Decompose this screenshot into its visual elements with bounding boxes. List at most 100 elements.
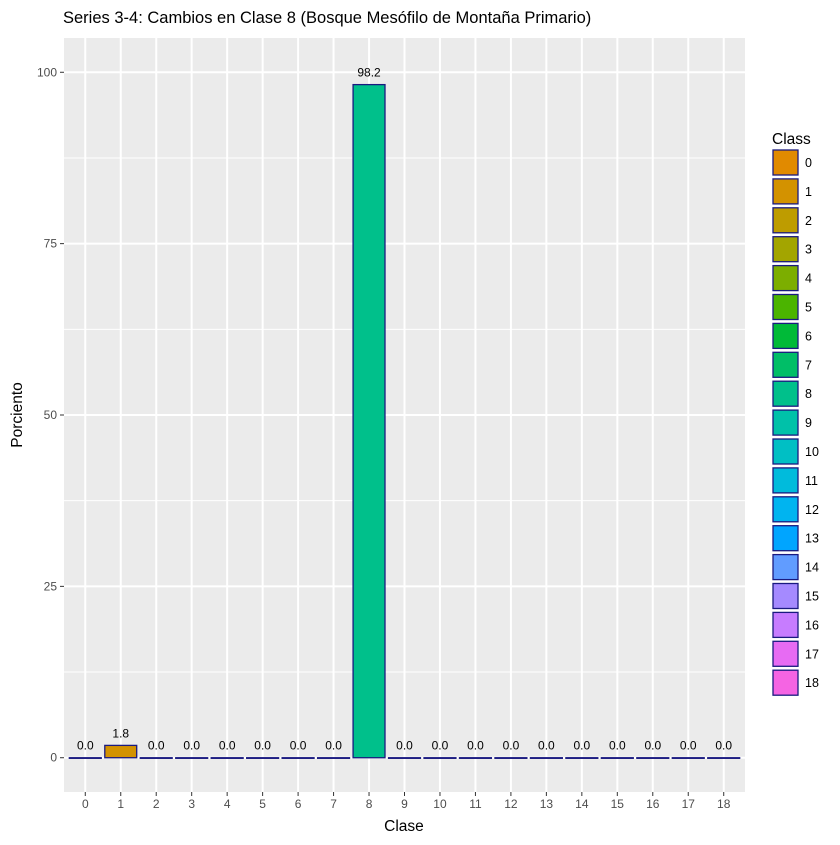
legend-label: 0 (805, 156, 812, 170)
x-tick-label: 8 (366, 797, 373, 811)
x-tick-label: 11 (469, 797, 482, 811)
data-label: 0.0 (715, 739, 732, 753)
data-label: 0.0 (77, 739, 94, 753)
data-label: 0.0 (219, 739, 236, 753)
data-labels: 0.0 1.8 0.0 0.0 0.0 0.0 0.0 0.0 98.2 0.0 0.0 0.0 0.0… (77, 66, 732, 753)
x-tick-label: 16 (646, 797, 660, 811)
bar-class-12 (494, 757, 528, 759)
x-tick-label: 6 (295, 797, 302, 811)
y-tick-label: 75 (44, 237, 58, 251)
legend-key-14 (772, 553, 799, 581)
legend-key-13 (772, 525, 799, 552)
x-tick-label: 5 (259, 797, 266, 811)
data-label: 0.0 (183, 739, 200, 753)
data-label: 1.8 (112, 726, 129, 740)
bar-class-16 (636, 757, 670, 759)
data-label: 0.0 (254, 739, 271, 753)
legend-key-3 (772, 236, 799, 263)
bar-class-7 (316, 757, 351, 759)
bar-class-5 (246, 757, 280, 759)
legend-key-0 (772, 149, 799, 176)
legend-label: 11 (805, 474, 818, 488)
y-tick-label: 50 (44, 408, 58, 422)
data-label: 0.0 (609, 739, 626, 753)
bar-class-1 (104, 744, 138, 759)
legend-label: 16 (805, 618, 819, 632)
x-tick-label: 10 (433, 797, 447, 811)
legend-key-11 (772, 467, 799, 494)
data-label: 98.2 (357, 66, 381, 80)
legend-label: 1 (805, 185, 812, 199)
bar-class-0 (68, 757, 102, 759)
legend-title: Class (772, 131, 811, 148)
x-tick-label: 13 (540, 797, 554, 811)
legend-label: 12 (805, 503, 819, 517)
bar-class-6 (281, 757, 315, 759)
data-label: 0.0 (432, 739, 449, 753)
data-label: 0.0 (467, 739, 484, 753)
legend-label: 13 (805, 532, 819, 546)
legend-label: 4 (805, 272, 812, 286)
legend-key-6 (772, 322, 799, 350)
x-tick-label: 2 (153, 797, 160, 811)
legend-key-9 (772, 409, 799, 436)
legend-label: 6 (805, 329, 812, 343)
legend-key-4 (772, 264, 799, 292)
y-axis-label: Porciento (9, 382, 26, 447)
bar-class-18 (707, 757, 741, 759)
x-tick-label: 1 (117, 797, 124, 811)
x-tick-label: 7 (330, 797, 337, 811)
y-tick-label: 100 (37, 65, 57, 79)
x-tick-label: 14 (575, 797, 589, 811)
legend-key-1 (772, 178, 799, 205)
legend-key-16 (772, 611, 799, 639)
data-label: 0.0 (325, 739, 342, 753)
x-tick-label: 4 (224, 797, 231, 811)
legend-key-5 (772, 293, 799, 321)
bar-class-9 (387, 757, 422, 759)
bars (68, 83, 741, 759)
legend-key-2 (772, 207, 799, 234)
bar-class-10 (423, 757, 457, 759)
legend-label: 14 (805, 561, 819, 575)
bar-class-4 (210, 757, 244, 759)
legend-label: 10 (805, 445, 819, 459)
data-label: 0.0 (574, 739, 591, 753)
data-label: 0.0 (538, 739, 555, 753)
x-tick-label: 9 (401, 797, 408, 811)
legend-label: 5 (805, 301, 812, 315)
data-label: 0.0 (644, 739, 661, 753)
x-tick-label: 15 (611, 797, 625, 811)
bar-class-17 (671, 757, 705, 759)
bar-class-15 (600, 757, 634, 759)
data-label: 0.0 (680, 739, 697, 753)
y-tick-label: 25 (44, 579, 58, 593)
data-label: 0.0 (396, 739, 413, 753)
legend-key-8 (772, 380, 799, 407)
legend-key-15 (772, 582, 799, 610)
data-label: 0.0 (148, 739, 165, 753)
legend-label: 2 (805, 214, 812, 228)
legend-key-7 (772, 351, 799, 378)
y-axis: 0 25 50 75 100 (37, 65, 64, 765)
legend-label: 18 (805, 676, 819, 690)
x-tick-label: 17 (682, 797, 696, 811)
legend-label: 15 (805, 590, 819, 604)
x-tick-label: 3 (188, 797, 195, 811)
legend-key-10 (772, 438, 799, 465)
legend-label: 8 (805, 387, 812, 401)
x-axis: 0 1 2 3 4 5 6 7 8 9 10 11 12 13 14 15 16 17 18 (82, 792, 731, 811)
legend-label: 3 (805, 243, 812, 257)
legend-key-18 (772, 669, 799, 696)
legend-label: 7 (805, 358, 812, 372)
bar-class-13 (529, 757, 563, 759)
x-axis-label: Clase (384, 818, 424, 835)
bar-class-2 (139, 757, 173, 759)
legend-key-17 (772, 640, 799, 667)
bar-class-8 (352, 83, 386, 759)
grid-lines (64, 38, 745, 792)
data-label: 0.0 (290, 739, 307, 753)
